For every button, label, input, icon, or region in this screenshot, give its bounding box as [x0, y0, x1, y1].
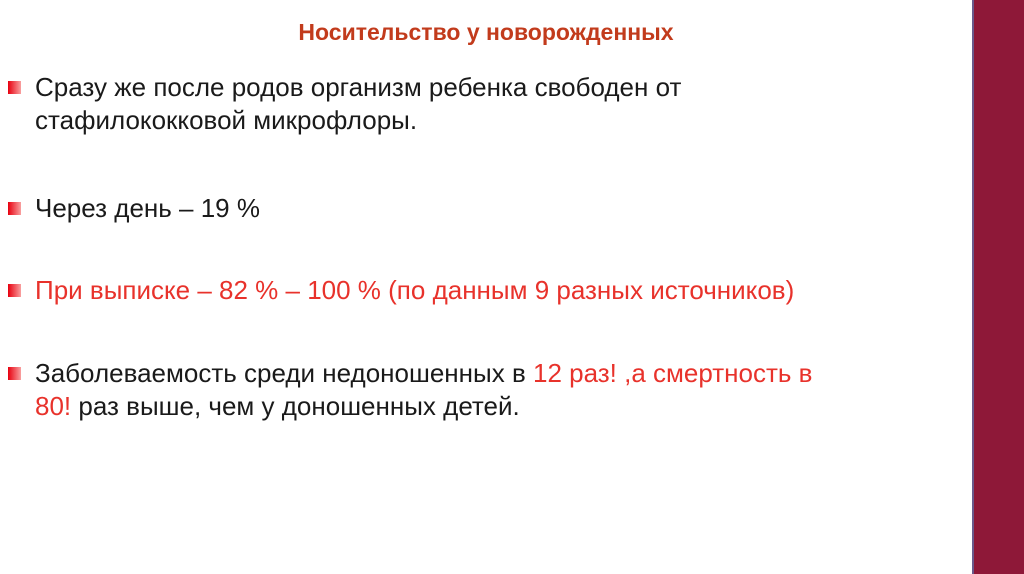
bullet-item: Заболеваемость среди недоношенных в 12 р… [8, 357, 938, 423]
square-bullet-icon [8, 81, 21, 94]
bullet-item: Сразу же после родов организм ребенка св… [8, 71, 938, 137]
square-bullet-icon [8, 284, 21, 297]
square-bullet-icon [8, 367, 21, 380]
bullet-item: Через день – 19 % [8, 192, 938, 225]
decorative-sidebar [972, 0, 1024, 574]
slide-title: Носительство у новорожденных [298, 19, 674, 45]
bullet-item: При выписке – 82 % – 100 % (по данным 9 … [8, 274, 938, 307]
square-bullet-icon [8, 202, 21, 215]
